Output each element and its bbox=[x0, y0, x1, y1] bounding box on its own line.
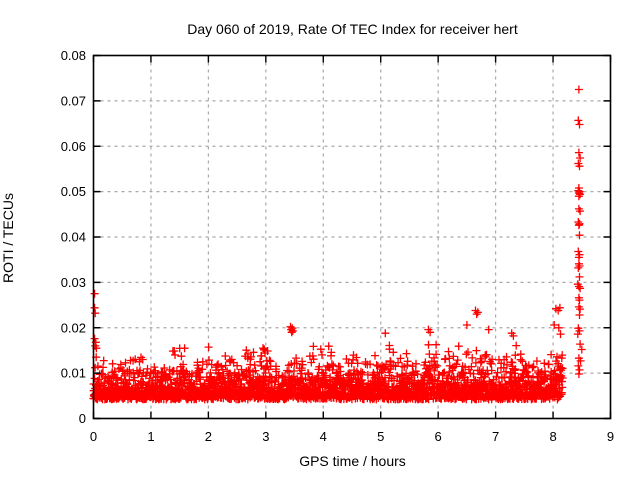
x-axis-label: GPS time / hours bbox=[299, 453, 406, 469]
svg-text:0.04: 0.04 bbox=[61, 230, 86, 245]
y-axis-label: ROTI / TECUs bbox=[0, 193, 16, 283]
svg-text:0: 0 bbox=[79, 411, 86, 426]
svg-text:0: 0 bbox=[90, 429, 97, 444]
svg-text:1: 1 bbox=[147, 429, 154, 444]
svg-text:2: 2 bbox=[205, 429, 212, 444]
svg-text:0.02: 0.02 bbox=[61, 320, 86, 335]
svg-text:0.03: 0.03 bbox=[61, 275, 86, 290]
data-points bbox=[89, 85, 586, 404]
svg-text:7: 7 bbox=[492, 429, 499, 444]
tick-labels: 0 1 2 3 4 5 6 7 8 9 0 0.01 0.02 0.03 0.04 0.05 0.06 0.07 0… bbox=[61, 48, 614, 444]
svg-text:9: 9 bbox=[607, 429, 614, 444]
svg-text:6: 6 bbox=[435, 429, 442, 444]
svg-text:3: 3 bbox=[262, 429, 269, 444]
grid-lines bbox=[93, 55, 611, 419]
svg-text:0.01: 0.01 bbox=[61, 366, 86, 381]
chart-title: Day 060 of 2019, Rate Of TEC Index for r… bbox=[187, 21, 518, 37]
svg-text:5: 5 bbox=[377, 429, 384, 444]
svg-text:4: 4 bbox=[320, 429, 327, 444]
svg-text:0.08: 0.08 bbox=[61, 48, 86, 63]
svg-text:0.06: 0.06 bbox=[61, 139, 86, 154]
svg-text:0.05: 0.05 bbox=[61, 184, 86, 199]
plot-frame-and-ticks bbox=[92, 54, 612, 420]
svg-text:0.07: 0.07 bbox=[61, 93, 86, 108]
svg-text:8: 8 bbox=[549, 429, 556, 444]
